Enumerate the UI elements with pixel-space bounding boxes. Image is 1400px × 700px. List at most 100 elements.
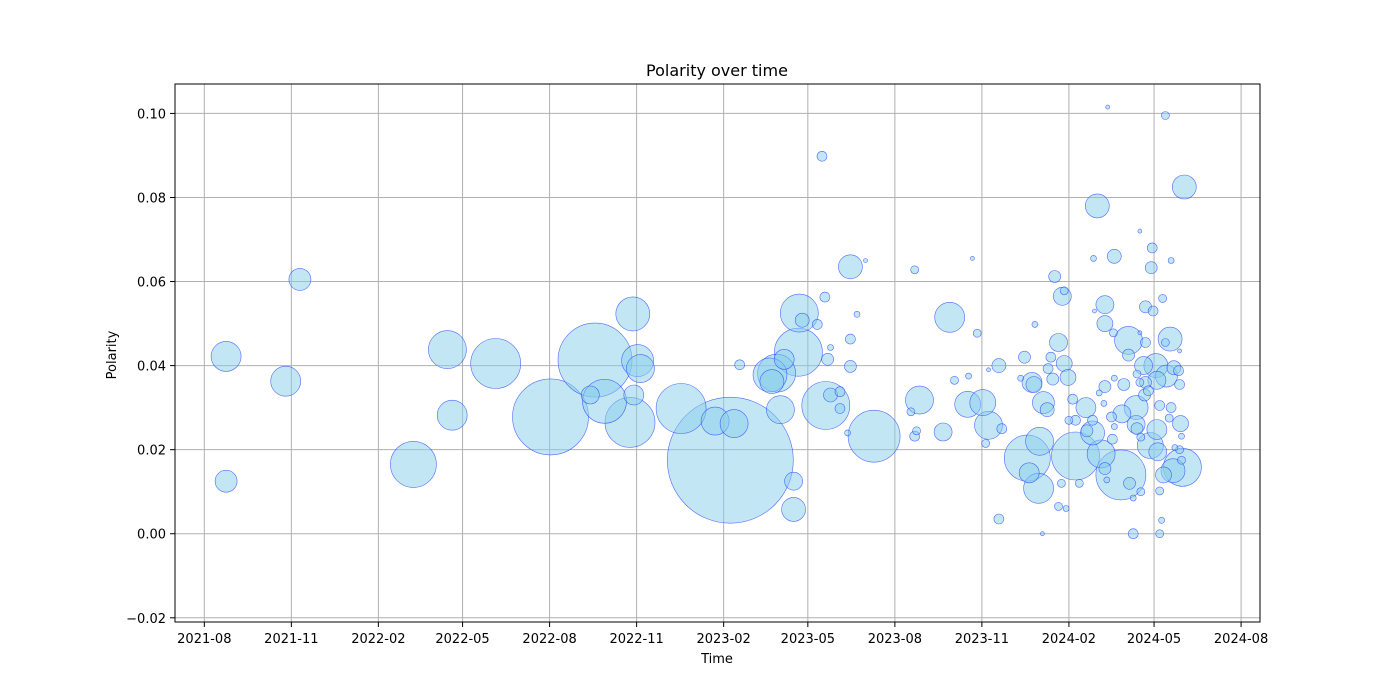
data-point	[1098, 462, 1112, 475]
data-point	[1107, 433, 1118, 445]
data-point	[986, 367, 991, 373]
data-point	[580, 385, 600, 405]
plot-area-frame	[174, 83, 1261, 623]
data-point	[827, 344, 834, 351]
data-point	[1092, 308, 1097, 314]
data-point	[655, 383, 707, 434]
data-point	[1178, 432, 1185, 440]
data-point	[1075, 397, 1097, 418]
data-point	[1172, 174, 1197, 200]
data-point	[1174, 379, 1185, 390]
x-tick-label: 2023-05	[781, 632, 835, 647]
y-axis-label: Polarity	[105, 330, 120, 379]
data-point	[766, 395, 795, 425]
data-point	[1095, 295, 1115, 315]
x-tick-label: 2023-02	[696, 632, 750, 647]
data-point	[1155, 529, 1164, 539]
data-point	[912, 426, 921, 436]
x-tick-label: 2022-05	[435, 632, 489, 647]
data-point	[1064, 415, 1074, 425]
data-point	[1106, 411, 1117, 423]
y-tick-label: 0.04	[137, 360, 166, 375]
data-point	[666, 396, 794, 524]
data-point	[1172, 415, 1189, 432]
data-point	[1103, 476, 1111, 484]
data-point	[1046, 372, 1060, 386]
y-tick-label: −0.02	[126, 612, 166, 627]
data-point	[1177, 348, 1182, 354]
x-axis-label: Time	[700, 652, 733, 667]
data-point	[1132, 369, 1142, 379]
data-point	[1031, 321, 1039, 328]
data-point	[1155, 466, 1172, 484]
data-point	[910, 265, 920, 275]
data-point	[981, 439, 991, 448]
data-point	[819, 291, 831, 303]
data-point	[1164, 413, 1174, 423]
data-point	[811, 319, 823, 330]
data-point	[1173, 365, 1184, 377]
y-tick-label: 0.02	[137, 444, 166, 459]
y-tick-label: 0.10	[137, 107, 166, 122]
y-axis: −0.02 0.00 0.02 0.04 0.06 0.08 0.10	[126, 107, 175, 627]
x-tick-label: 2024-08	[1214, 632, 1268, 647]
data-point	[719, 409, 749, 438]
data-point	[847, 409, 901, 463]
data-point	[1135, 378, 1145, 387]
data-point	[1018, 350, 1031, 364]
data-point	[1137, 228, 1143, 234]
data-point	[834, 403, 846, 414]
data-point	[1146, 242, 1158, 254]
data-point	[1055, 355, 1073, 372]
data-point	[1146, 419, 1168, 440]
data-point	[969, 389, 997, 416]
data-point	[1040, 531, 1045, 537]
data-point	[1100, 400, 1108, 407]
data-point	[933, 422, 953, 442]
data-point	[1042, 363, 1054, 374]
chart-title: Polarity over time	[646, 61, 788, 80]
data-point	[1111, 374, 1118, 382]
data-point	[1129, 494, 1137, 502]
data-point	[1067, 393, 1078, 405]
data-point	[470, 338, 522, 389]
data-point	[1155, 486, 1164, 496]
data-point	[1111, 423, 1118, 430]
data-point	[1025, 376, 1043, 393]
data-point	[1109, 328, 1118, 338]
data-point	[1137, 330, 1143, 336]
data-point	[1157, 326, 1183, 352]
y-tick-label: 0.06	[137, 276, 166, 291]
data-point	[1059, 369, 1077, 386]
data-point	[1177, 455, 1186, 465]
data-point	[428, 330, 467, 369]
data-point	[934, 301, 966, 333]
data-point	[906, 407, 916, 417]
data-point	[845, 333, 856, 345]
data-point	[1161, 111, 1170, 120]
data-point	[844, 429, 851, 437]
data-point	[834, 386, 846, 398]
data-point	[1107, 248, 1122, 264]
data-point	[1057, 478, 1066, 488]
data-point	[1018, 462, 1040, 484]
data-point	[781, 497, 806, 522]
data-point	[784, 471, 803, 491]
data-point	[993, 513, 1005, 525]
data-point	[972, 328, 982, 338]
data-point	[821, 352, 835, 366]
data-point	[863, 258, 868, 263]
data-point	[1059, 286, 1069, 296]
data-point	[1080, 424, 1094, 438]
data-point	[950, 375, 959, 385]
data-point	[1054, 502, 1063, 511]
data-point	[1167, 257, 1175, 264]
data-point	[1090, 255, 1097, 262]
data-point	[1165, 402, 1177, 413]
data-point	[288, 268, 312, 291]
data-point	[1096, 315, 1114, 332]
data-point	[1161, 338, 1170, 347]
data-point	[1136, 487, 1146, 497]
data-point	[512, 378, 589, 456]
data-point	[1045, 351, 1057, 363]
